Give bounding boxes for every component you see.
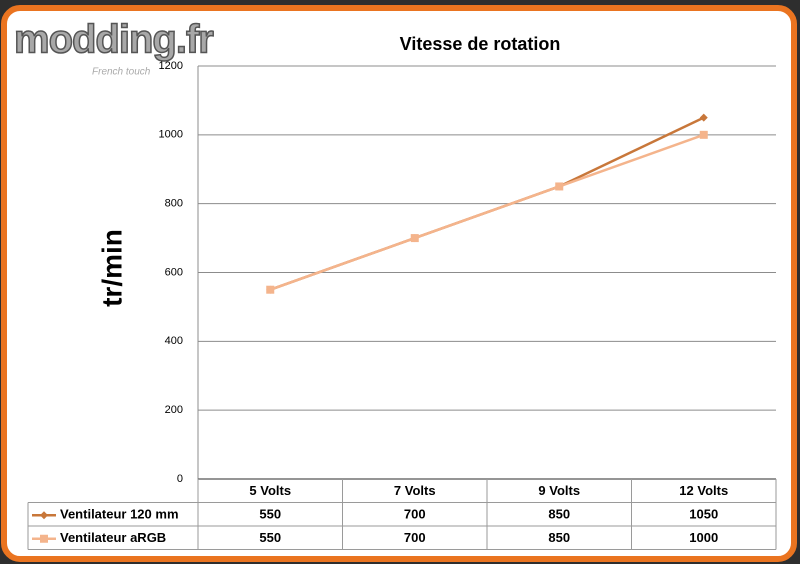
table-value: 1000 (689, 530, 718, 545)
marker (555, 182, 564, 191)
y-tick-label: 600 (165, 266, 183, 278)
table-value: 850 (548, 530, 570, 545)
legend-label: Ventilateur aRGB (60, 530, 166, 545)
marker (699, 130, 708, 139)
y-tick-label: 1000 (159, 129, 183, 141)
y-tick-label: 200 (165, 404, 183, 416)
marker (410, 234, 419, 243)
y-tick-label: 0 (177, 473, 183, 485)
marker (266, 285, 275, 294)
table-value: 700 (404, 530, 426, 545)
table-value: 550 (259, 530, 281, 545)
y-tick-label: 400 (165, 335, 183, 347)
legend-label: Ventilateur 120 mm (60, 507, 179, 522)
legend-marker (40, 534, 48, 543)
legend-marker (40, 511, 48, 520)
chart-title: Vitesse de rotation (400, 34, 561, 54)
table-value: 1050 (689, 507, 718, 522)
x-tick-label: 9 Volts (538, 483, 580, 498)
table-value: 550 (259, 507, 281, 522)
x-tick-label: 5 Volts (249, 483, 291, 498)
table-value: 850 (548, 507, 570, 522)
y-tick-label: 800 (165, 198, 183, 210)
y-axis-title: tr/min (96, 229, 127, 307)
x-tick-label: 7 Volts (394, 483, 436, 498)
marker (699, 113, 708, 122)
x-tick-label: 12 Volts (679, 483, 728, 498)
table-value: 700 (404, 507, 426, 522)
series-line (269, 133, 705, 291)
watermark-tagline: French touch (92, 67, 151, 78)
frame (1, 5, 797, 562)
watermark: modding.fr (14, 18, 213, 62)
y-tick-label: 1200 (159, 60, 183, 72)
